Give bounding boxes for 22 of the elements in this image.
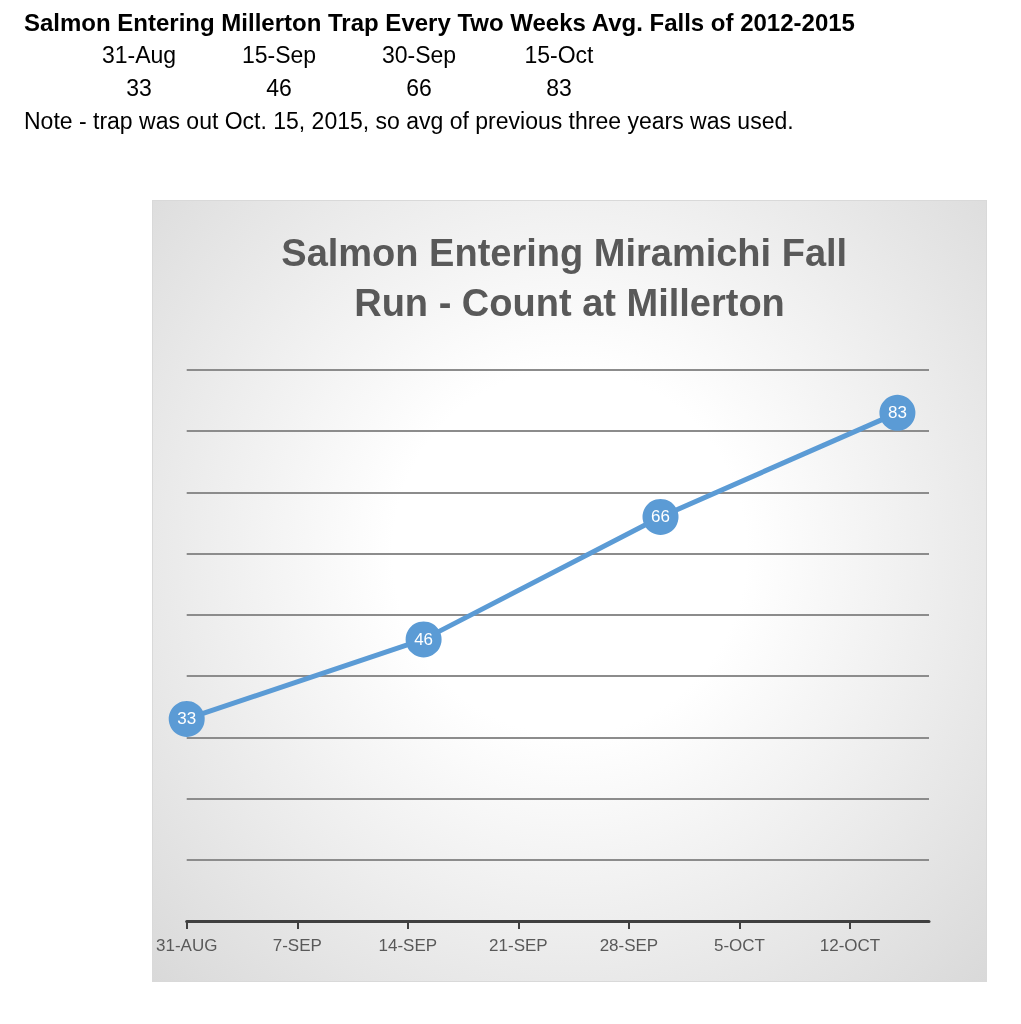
text: 83 [545, 74, 573, 103]
text: 15-Sep [240, 41, 318, 70]
text: 33 [125, 74, 153, 103]
x-tick-label: 5-OCT [713, 936, 765, 955]
data-label: 83 [887, 403, 907, 423]
x-tick-label: 28-SEP [599, 936, 659, 955]
data-label: 46 [414, 629, 434, 649]
text: 66 [405, 74, 433, 103]
text: 31-Aug [100, 41, 178, 70]
text: Salmon Entering Millerton Trap Every Two Weeks Avg. Falls of 2012-2015 [24, 8, 856, 38]
text: 46 [265, 74, 293, 103]
x-tick-label: 21-SEP [489, 936, 548, 955]
data-label: 33 [177, 709, 197, 729]
data-label: 66 [651, 507, 670, 527]
text: Note - trap was out Oct. 15, 2015, so avg of previous three years was used. [24, 107, 795, 136]
x-tick-label: 12-OCT [819, 936, 881, 955]
x-tick-label: 7-SEP [272, 936, 322, 955]
text: 15-Oct [523, 41, 595, 70]
x-tick-label: 14-SEP [378, 936, 438, 955]
text: 30-Sep [380, 41, 458, 70]
chart-title: Salmon Entering Miramichi Fall Run - Count at Millerton [281, 232, 858, 324]
x-tick-label: 31-AUG [155, 936, 218, 955]
